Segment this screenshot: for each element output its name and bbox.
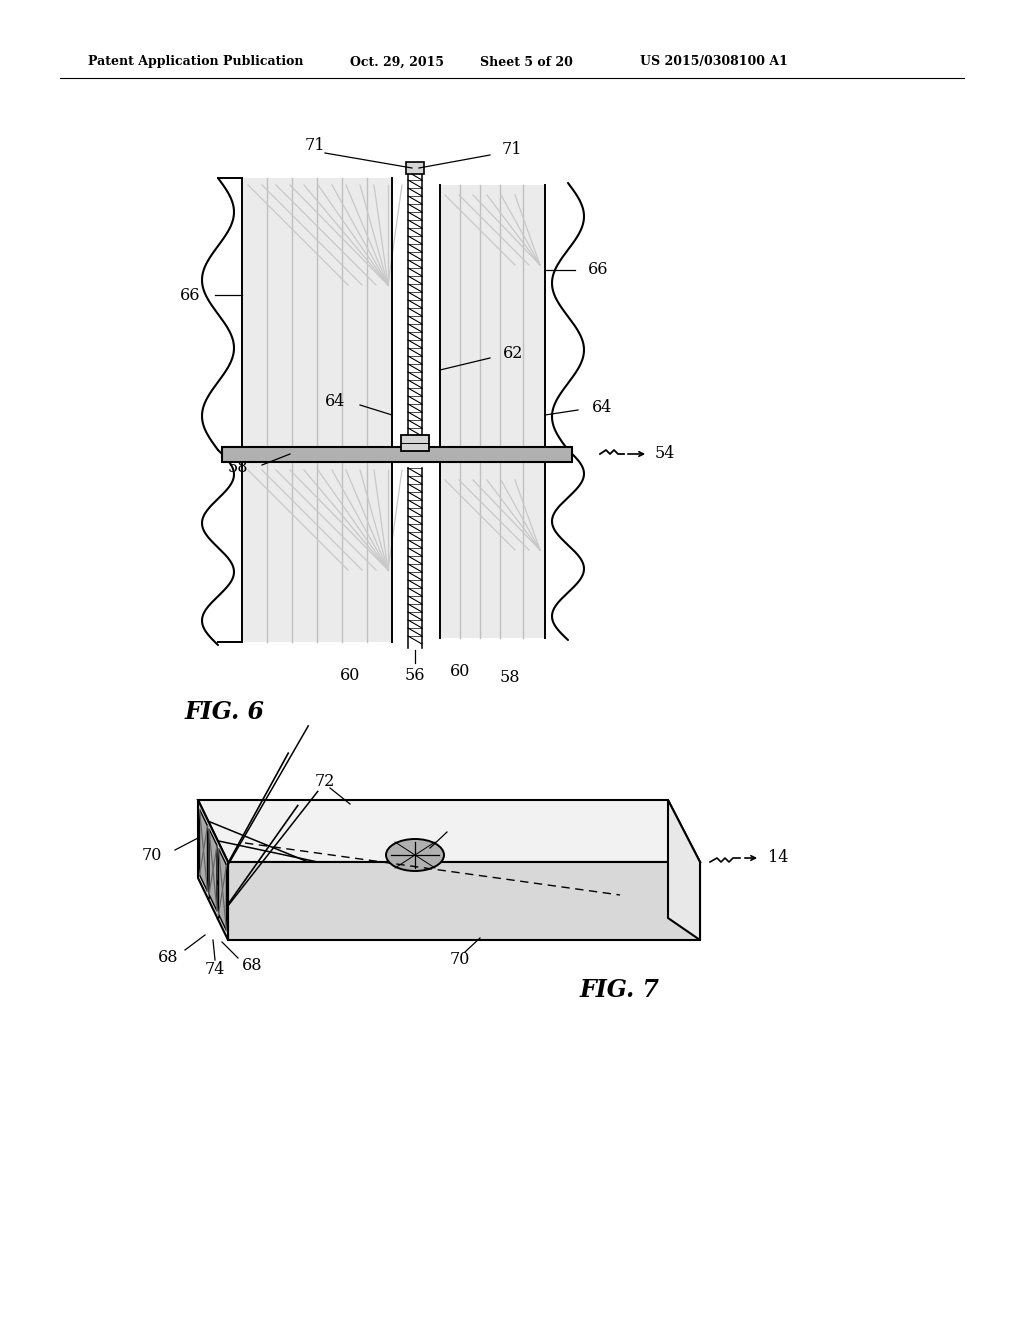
Polygon shape bbox=[198, 800, 228, 940]
Polygon shape bbox=[200, 809, 208, 891]
Text: 71: 71 bbox=[502, 141, 522, 158]
Text: Patent Application Publication: Patent Application Publication bbox=[88, 55, 303, 69]
Text: 56: 56 bbox=[404, 667, 425, 684]
Text: 76: 76 bbox=[452, 817, 472, 833]
Text: 70: 70 bbox=[141, 846, 162, 863]
Text: 71: 71 bbox=[305, 136, 326, 153]
Polygon shape bbox=[668, 800, 700, 940]
Text: 54: 54 bbox=[655, 446, 676, 462]
Polygon shape bbox=[222, 447, 572, 462]
Text: 60: 60 bbox=[450, 664, 470, 681]
Text: 14: 14 bbox=[768, 850, 788, 866]
Text: 74: 74 bbox=[205, 961, 225, 978]
Polygon shape bbox=[218, 849, 226, 931]
Text: 68: 68 bbox=[158, 949, 178, 966]
Text: 64: 64 bbox=[325, 393, 345, 411]
Text: FIG. 7: FIG. 7 bbox=[580, 978, 660, 1002]
Polygon shape bbox=[242, 178, 392, 642]
Text: US 2015/0308100 A1: US 2015/0308100 A1 bbox=[640, 55, 787, 69]
Text: FIG. 6: FIG. 6 bbox=[185, 700, 265, 723]
Polygon shape bbox=[440, 185, 545, 638]
Polygon shape bbox=[406, 162, 424, 174]
Text: 72: 72 bbox=[314, 774, 335, 791]
Polygon shape bbox=[209, 829, 217, 911]
Polygon shape bbox=[228, 862, 700, 940]
Text: 64: 64 bbox=[592, 400, 612, 417]
Text: 8: 8 bbox=[208, 818, 218, 836]
Text: 70: 70 bbox=[450, 952, 470, 969]
Text: 58: 58 bbox=[500, 669, 520, 686]
Text: 58: 58 bbox=[227, 459, 248, 477]
Text: Sheet 5 of 20: Sheet 5 of 20 bbox=[480, 55, 572, 69]
Text: Oct. 29, 2015: Oct. 29, 2015 bbox=[350, 55, 444, 69]
Polygon shape bbox=[401, 436, 429, 451]
Text: 68: 68 bbox=[242, 957, 262, 974]
Text: 62: 62 bbox=[503, 345, 523, 362]
Text: 66: 66 bbox=[179, 286, 200, 304]
Polygon shape bbox=[198, 800, 700, 862]
Text: 8: 8 bbox=[646, 903, 656, 920]
Ellipse shape bbox=[386, 840, 444, 871]
Text: 66: 66 bbox=[588, 261, 608, 279]
Text: 60: 60 bbox=[340, 667, 360, 684]
